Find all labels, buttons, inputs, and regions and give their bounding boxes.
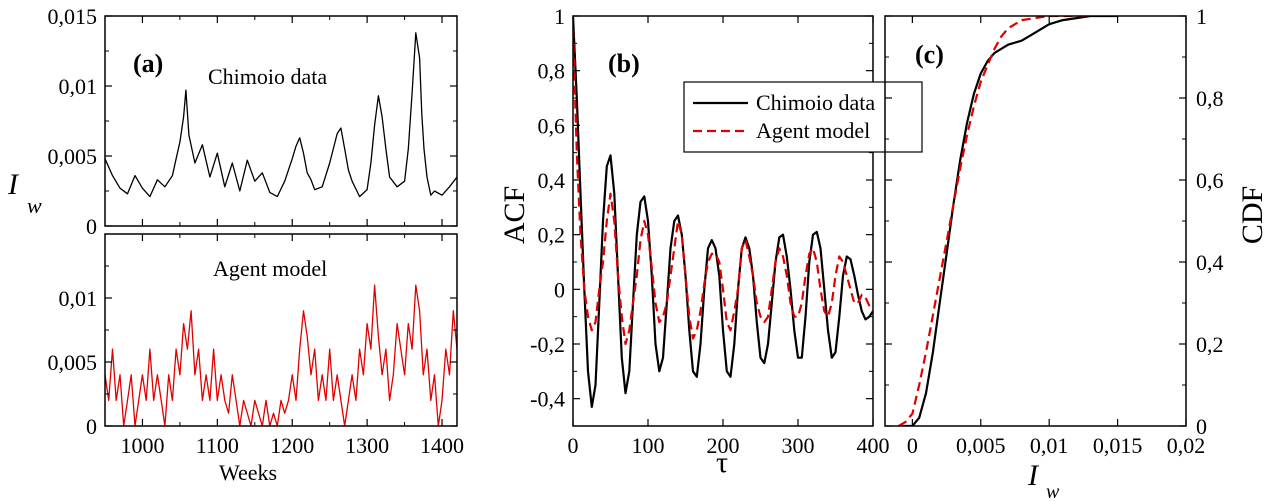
y-tick-label: 0: [86, 414, 97, 439]
panel-a-bottom-annotation: Agent model: [213, 256, 327, 281]
x-tick-label: 200: [707, 433, 740, 458]
y-tick-label: 0,8: [538, 59, 566, 84]
series-line-agent-model: [898, 16, 1091, 426]
y-tick-label: 0,015: [48, 4, 98, 29]
panel-c-xlabel: I: [1027, 459, 1040, 492]
panel-c-label: (c): [915, 40, 944, 69]
y-tick-label: 0,4: [1196, 250, 1224, 275]
legend-label-agent: Agent model: [756, 118, 870, 143]
panel-c-xlabel-sub: w: [1046, 481, 1060, 501]
y-tick-label: 0,6: [1196, 168, 1224, 193]
panel-a-bottom-series-layer: [105, 284, 457, 426]
y-tick-label: 0: [86, 214, 97, 239]
x-tick-label: 1400: [420, 433, 464, 458]
panel-a-bottom-ticks: 1000 1100 1200 1300 1400 0 0,005 0,01: [48, 234, 464, 458]
series-line-agent-model: [573, 29, 873, 346]
y-tick-label: 0,4: [538, 168, 566, 193]
y-tick-label: 0,2: [1196, 332, 1224, 357]
x-tick-label: 0: [907, 433, 918, 458]
y-tick-label: 0: [554, 277, 565, 302]
panel-a-top-annotation: Chimoio data: [208, 64, 327, 89]
x-tick-label: 1100: [196, 433, 239, 458]
panel-b-series-layer: [573, 16, 873, 408]
panel-c-ylabel: CDF: [1236, 186, 1269, 244]
x-tick-label: 1200: [270, 433, 314, 458]
panel-a-top-frame: [104, 15, 458, 227]
x-tick-label: 0,01: [1030, 433, 1069, 458]
panel-a-ylabel-sub: w: [27, 193, 42, 218]
series-line-chimoio-data: [898, 16, 1118, 426]
series-line-panel1: [105, 284, 457, 426]
x-tick-label: 1000: [120, 433, 164, 458]
y-tick-label: 1: [1196, 4, 1207, 29]
panel-b-label: (b): [608, 49, 640, 78]
y-tick-label: 1: [554, 4, 565, 29]
y-tick-label: 0,005: [48, 144, 98, 169]
y-tick-label: 0,005: [48, 350, 98, 375]
panel-a-label: (a): [133, 49, 163, 78]
y-tick-label: -0,2: [530, 332, 565, 357]
panel-b-chart: 0 100 200 300 400-0,4-0,200,20,40,60,81 (b) …: [498, 4, 923, 479]
x-tick-label: 100: [632, 433, 665, 458]
x-tick-label: 1300: [345, 433, 389, 458]
panel-a-xlabel: Weeks: [219, 460, 277, 485]
panel-b-xlabel: τ: [716, 446, 728, 479]
legend: Chimoio data Agent model: [683, 81, 923, 153]
y-tick-label: 0,2: [538, 223, 566, 248]
x-tick-label: 0: [568, 433, 579, 458]
panel-a-bottom-chart: 1000 1100 1200 1300 1400 0 0,005 0,01 Agent mod…: [48, 233, 464, 485]
y-tick-label: 0,8: [1196, 86, 1224, 111]
y-tick-label: 0,01: [59, 286, 98, 311]
y-tick-label: -0,4: [530, 387, 565, 412]
x-tick-label: 0,015: [1093, 433, 1143, 458]
y-tick-label: 0,01: [59, 74, 98, 99]
legend-label-chimoio: Chimoio data: [756, 90, 875, 115]
panel-c-frame: [884, 15, 1187, 427]
y-tick-label: 0,6: [538, 113, 566, 138]
panel-a-ylabel: I: [7, 168, 20, 201]
panel-a-top-ticks: 0 0,005 0,01 0,015: [48, 4, 457, 239]
panel-a-top-series-layer: [105, 32, 457, 198]
panel-c-series-layer: [898, 16, 1118, 426]
panel-b-frame: [572, 15, 874, 427]
x-tick-label: 300: [782, 433, 815, 458]
panel-b-ylabel: ACF: [498, 186, 531, 244]
series-line-chimoio-data: [573, 16, 873, 408]
series-line-panel0: [105, 32, 457, 198]
x-tick-label: 0,005: [956, 433, 1006, 458]
y-tick-label: 0: [1196, 414, 1207, 439]
legend-box: [683, 81, 923, 153]
x-tick-label: 0,02: [1167, 433, 1206, 458]
panel-a-top-chart: 0 0,005 0,01 0,015 (a) Chimoio data I w: [7, 4, 458, 239]
x-tick-label: 400: [857, 433, 890, 458]
panel-a-bottom-frame: [104, 233, 458, 427]
